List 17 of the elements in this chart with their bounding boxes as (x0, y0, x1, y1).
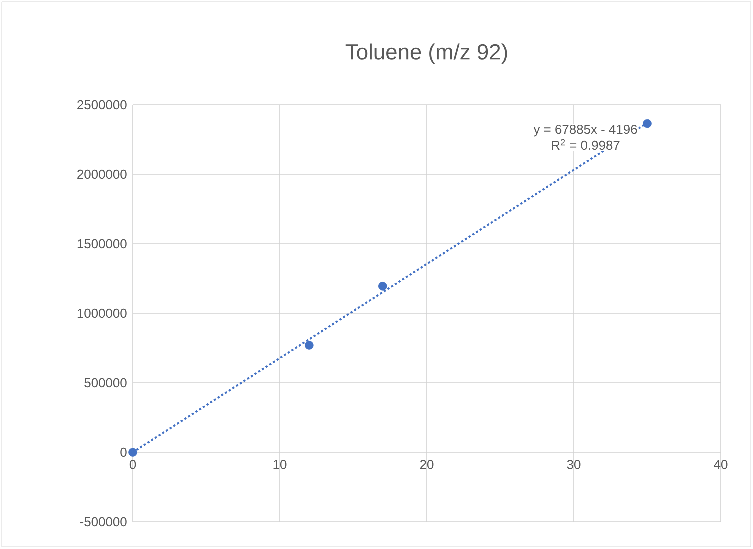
y-tick-label: 1500000 (78, 239, 127, 249)
point (378, 282, 388, 291)
x-tick-label: 10 (274, 460, 287, 470)
annotation: y = 67885x - 4196 (534, 124, 638, 137)
chart-title: Toluene (m/z 92) (346, 44, 508, 64)
annotation: R$^{2}$ = 0.9987 (552, 139, 620, 150)
x-tick-label: 20 (420, 460, 434, 470)
x-tick-label: 0 (130, 460, 136, 470)
y-tick-label: -500000 (80, 517, 127, 527)
y-tick-label: 1000000 (78, 308, 127, 318)
y-tick-label: 500000 (84, 378, 127, 388)
y-tick-label: 2000000 (78, 170, 127, 180)
y-tick-label: 0 (120, 448, 127, 458)
x-tick-label: 40 (714, 460, 728, 470)
point (305, 341, 314, 350)
x-tick-label: 30 (567, 460, 581, 470)
y-tick-label: 2500000 (78, 100, 127, 110)
